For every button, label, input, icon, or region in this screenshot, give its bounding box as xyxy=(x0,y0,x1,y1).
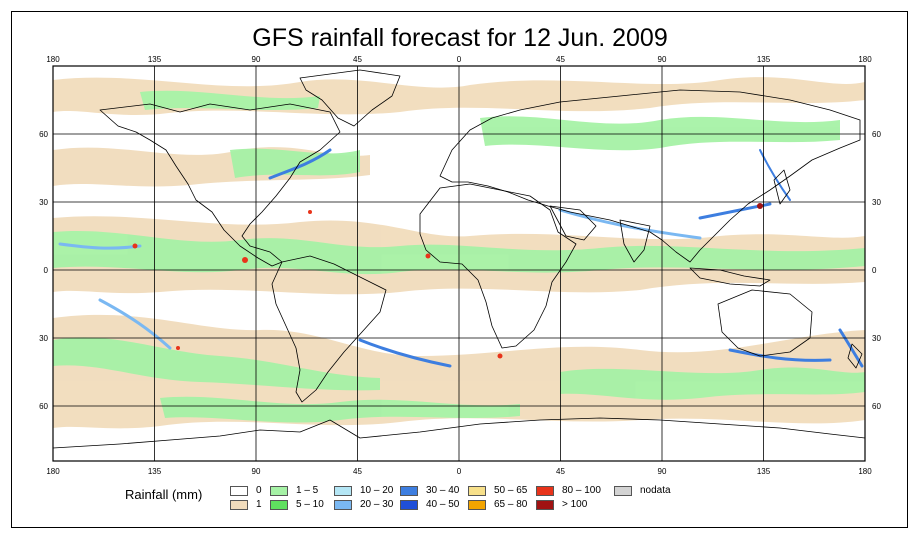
rain-extreme-spots xyxy=(132,203,763,359)
legend-label-6: 30 – 40 xyxy=(426,485,460,496)
lat-ticks-left: 60 30 0 30 60 xyxy=(39,130,48,411)
legend-swatch-3 xyxy=(270,500,288,510)
figure-frame xyxy=(11,11,908,528)
legend-swatch-12 xyxy=(614,486,632,496)
legend-label-9: 65 – 80 xyxy=(494,499,528,510)
coastlines xyxy=(53,69,865,449)
legend-swatch-4 xyxy=(334,486,352,496)
legend-label-2: 1 – 5 xyxy=(296,485,319,496)
lon-tick: 45 xyxy=(556,467,565,476)
lat-tick: 60 xyxy=(872,402,881,411)
lat-tick: 60 xyxy=(39,130,48,139)
lat-tick: 30 xyxy=(39,198,48,207)
lon-tick: 90 xyxy=(658,467,667,476)
lon-tick: 135 xyxy=(148,55,162,64)
rain-heavy-streaks xyxy=(58,148,864,368)
legend-swatch-1 xyxy=(230,500,248,510)
greenland-outline xyxy=(299,69,401,127)
eurasia-outline xyxy=(439,89,861,263)
lon-tick: 180 xyxy=(46,467,60,476)
legend-swatch-10 xyxy=(536,486,554,496)
legend-swatch-9 xyxy=(468,500,486,510)
lon-tick: 45 xyxy=(353,467,362,476)
legend-swatch-11 xyxy=(536,500,554,510)
legend-label-8: 50 – 65 xyxy=(494,485,528,496)
legend-swatch-8 xyxy=(468,486,486,496)
japan-outline xyxy=(773,169,791,205)
india-outline xyxy=(619,219,651,263)
legend-swatch-7 xyxy=(400,500,418,510)
lon-tick: 0 xyxy=(457,467,462,476)
north-america-outline xyxy=(99,103,341,267)
lat-tick: 60 xyxy=(39,402,48,411)
legend-label-0: 0 xyxy=(256,485,262,496)
legend-label-1: 1 xyxy=(256,499,262,510)
lon-tick: 180 xyxy=(858,467,872,476)
arabia-outline xyxy=(549,205,597,241)
lat-tick: 30 xyxy=(872,198,881,207)
lon-tick: 45 xyxy=(353,55,362,64)
lat-tick: 60 xyxy=(872,130,881,139)
lon-ticks-bottom: 180 135 90 45 0 45 90 135 180 xyxy=(46,467,872,476)
indonesia-outline xyxy=(689,267,771,287)
legend-label-7: 40 – 50 xyxy=(426,499,460,510)
legend-swatch-5 xyxy=(334,500,352,510)
legend-swatch-6 xyxy=(400,486,418,496)
lat-tick: 0 xyxy=(872,266,877,275)
lon-tick: 135 xyxy=(757,55,771,64)
legend-label-3: 5 – 10 xyxy=(296,499,324,510)
map-border xyxy=(52,65,866,462)
lon-tick: 180 xyxy=(858,55,872,64)
legend-swatch-0 xyxy=(230,486,248,496)
lat-ticks-right: 60 30 0 30 60 xyxy=(872,130,881,411)
australia-outline xyxy=(717,289,813,357)
new-zealand-outline xyxy=(847,343,863,369)
lon-tick: 0 xyxy=(457,55,462,64)
legend-title: Rainfall (mm) xyxy=(125,487,203,502)
legend-swatch-2 xyxy=(270,486,288,496)
africa-outline xyxy=(419,183,577,349)
antarctica-outline xyxy=(53,417,865,449)
lon-tick: 90 xyxy=(658,55,667,64)
lon-tick: 135 xyxy=(757,467,771,476)
lon-tick: 45 xyxy=(556,55,565,64)
legend-label-5: 20 – 30 xyxy=(360,499,394,510)
lat-tick: 30 xyxy=(872,334,881,343)
map-title: GFS rainfall forecast for 12 Jun. 2009 xyxy=(252,24,668,52)
lon-tick: 135 xyxy=(148,467,162,476)
legend-label-11: > 100 xyxy=(562,499,588,510)
legend-label-12: nodata xyxy=(640,485,671,496)
graticule xyxy=(53,66,865,461)
lon-tick: 180 xyxy=(46,55,60,64)
legend-label-10: 80 – 100 xyxy=(562,485,601,496)
lat-tick: 30 xyxy=(39,334,48,343)
lon-ticks-top: 180 135 90 45 0 45 90 135 180 xyxy=(46,55,872,64)
lon-tick: 90 xyxy=(252,55,261,64)
lon-tick: 90 xyxy=(252,467,261,476)
legend-label-4: 10 – 20 xyxy=(360,485,394,496)
lat-tick: 0 xyxy=(44,266,49,275)
